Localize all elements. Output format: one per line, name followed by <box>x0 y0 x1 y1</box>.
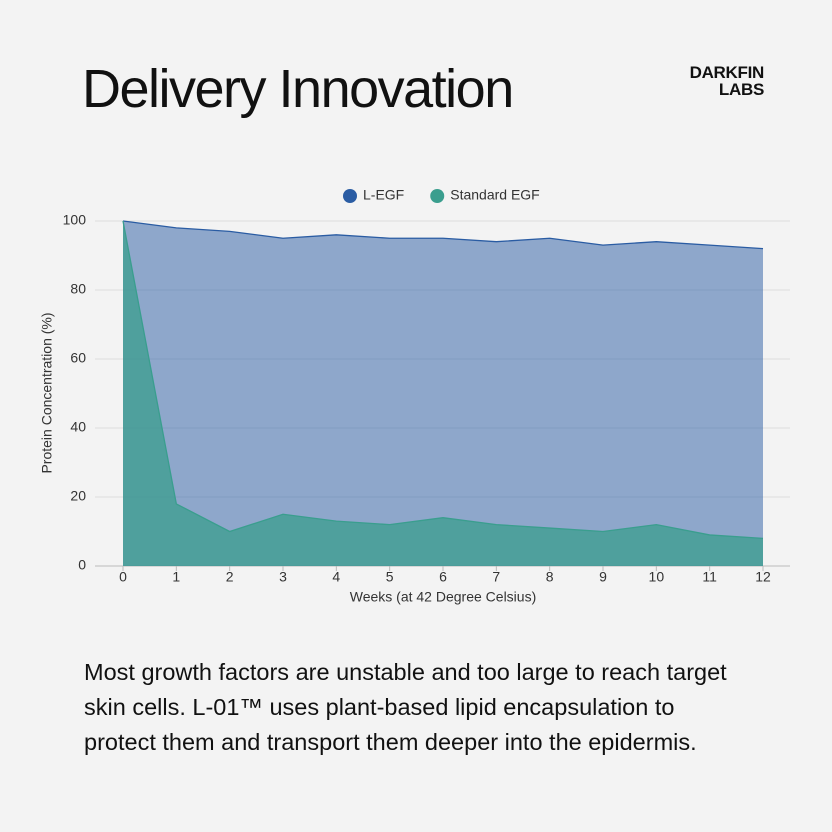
legend-label: L-EGF <box>363 187 404 203</box>
body-line: Most growth factors are unstable and too… <box>84 659 727 685</box>
x-tick-label: 3 <box>279 569 287 585</box>
x-tick-label: 12 <box>755 569 771 585</box>
body-line: protect them and transport them deeper i… <box>84 729 697 755</box>
y-tick-label: 100 <box>63 212 87 228</box>
x-tick-label: 5 <box>386 569 394 585</box>
x-tick-label: 2 <box>226 569 234 585</box>
y-tick-label: 20 <box>70 488 86 504</box>
x-tick-label: 1 <box>172 569 180 585</box>
y-tick-label: 40 <box>70 419 86 435</box>
area <box>123 221 763 566</box>
chart: Weeks (at 42 Degree Celsius) Protein Con… <box>39 187 790 605</box>
brand: DARKFIN LABS <box>689 63 765 99</box>
x-tick-label: 0 <box>119 569 127 585</box>
x-tick-label: 11 <box>702 569 717 585</box>
x-tick-label: 4 <box>332 569 340 585</box>
line <box>122 220 764 540</box>
x-tick-label: 9 <box>599 569 607 585</box>
x-tick-label: 10 <box>649 569 665 585</box>
y-axis-label: Protein Concentration (%) <box>39 312 55 473</box>
x-tick-label: 6 <box>439 569 447 585</box>
line <box>122 220 764 250</box>
x-tick-label: 7 <box>492 569 500 585</box>
title: Delivery Innovation <box>82 59 514 119</box>
legend-marker <box>343 189 357 203</box>
legend-marker <box>430 189 445 203</box>
y-tick-label: 0 <box>78 557 86 573</box>
brand-line: DARKFIN <box>689 63 765 82</box>
y-tick-label: 60 <box>70 350 86 366</box>
body-text: Most growth factors are unstable and too… <box>84 655 727 760</box>
y-tick-label: 80 <box>70 281 86 297</box>
brand-line: LABS <box>718 80 764 99</box>
body-line: skin cells. L-01™ uses plant-based lipid… <box>84 694 675 720</box>
x-tick-label: 8 <box>546 569 554 585</box>
legend-label: Standard EGF <box>450 187 540 203</box>
x-axis-label: Weeks (at 42 Degree Celsius) <box>350 589 536 605</box>
area <box>123 221 763 566</box>
